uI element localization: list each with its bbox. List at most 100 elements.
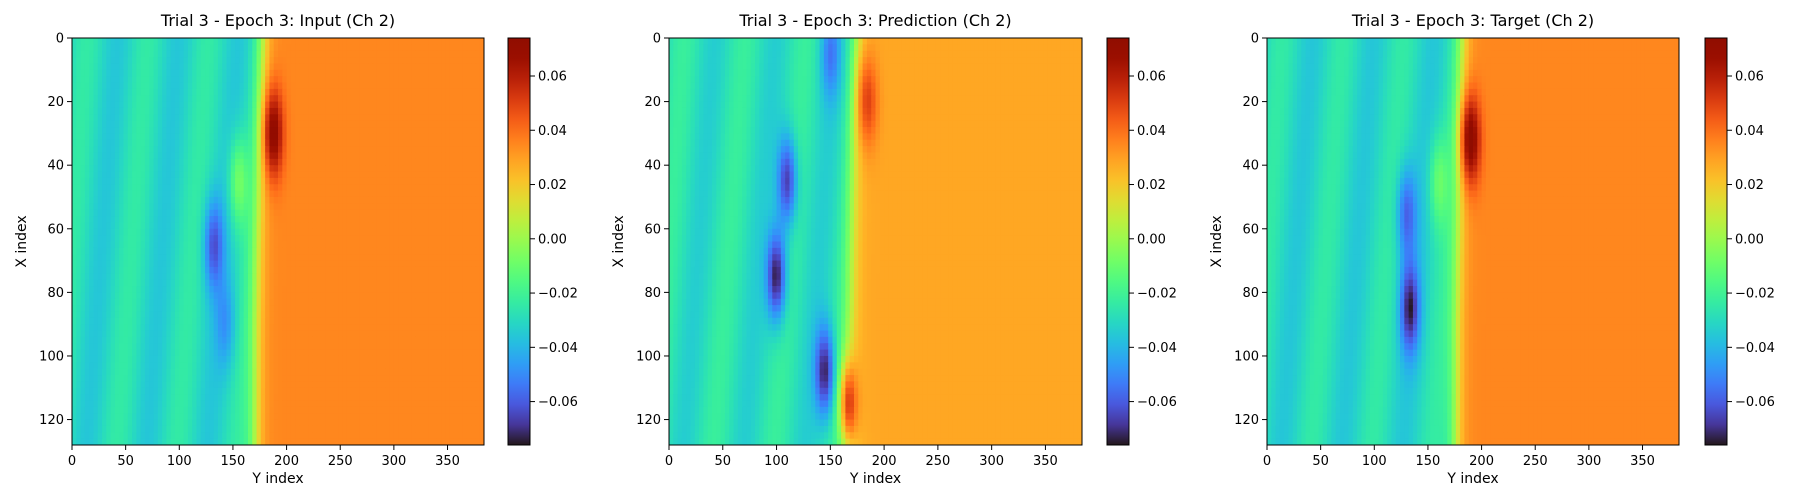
heatmap-cell xyxy=(385,292,391,300)
heatmap-cell xyxy=(89,241,95,249)
heatmap-cell xyxy=(226,305,232,313)
heatmap-cell xyxy=(398,95,404,103)
heatmap-cell xyxy=(106,95,112,103)
heatmap-cell xyxy=(441,286,446,293)
heatmap-cell xyxy=(110,247,116,255)
heatmap-cell xyxy=(436,146,442,154)
heatmap-cell xyxy=(132,292,137,300)
heatmap-cell xyxy=(252,222,258,230)
heatmap-cell xyxy=(436,241,442,249)
heatmap-cell xyxy=(153,286,159,293)
heatmap-cell xyxy=(200,222,206,230)
heatmap-cell xyxy=(205,330,210,338)
heatmap-cell xyxy=(432,50,438,58)
heatmap-cell xyxy=(303,101,309,109)
heatmap-cell xyxy=(179,330,185,338)
heatmap-cell xyxy=(106,127,112,134)
heatmap-cell xyxy=(269,254,275,262)
heatmap-cell xyxy=(265,107,271,115)
heatmap-cell xyxy=(230,177,236,185)
heatmap-cell xyxy=(235,146,240,154)
heatmap-cell xyxy=(166,355,172,363)
heatmap-cell xyxy=(385,57,391,65)
heatmap-cell xyxy=(222,44,228,52)
heatmap-cell xyxy=(84,286,90,293)
heatmap-cell xyxy=(342,305,348,313)
heatmap-cell xyxy=(333,57,339,65)
heatmap-cell xyxy=(462,228,468,236)
heatmap-cell xyxy=(170,50,176,58)
heatmap-cell xyxy=(419,158,425,166)
heatmap-cell xyxy=(209,171,215,179)
heatmap-cell xyxy=(110,107,116,115)
heatmap-cell xyxy=(132,146,137,154)
heatmap-cell xyxy=(222,95,228,103)
heatmap-cell xyxy=(449,292,455,300)
heatmap-cell xyxy=(260,222,266,230)
heatmap-cell xyxy=(329,336,335,344)
heatmap-cell xyxy=(239,101,245,109)
heatmap-cell xyxy=(441,133,446,141)
heatmap-cell xyxy=(385,38,391,45)
heatmap-cell xyxy=(376,152,382,160)
heatmap-cell xyxy=(325,260,331,268)
heatmap-cell xyxy=(265,114,271,122)
heatmap-cell xyxy=(170,305,176,313)
heatmap-cell xyxy=(140,50,146,58)
heatmap-cell xyxy=(265,292,271,300)
heatmap-cell xyxy=(260,171,266,179)
heatmap-cell xyxy=(102,50,107,58)
heatmap-cell xyxy=(428,235,434,243)
heatmap-cell xyxy=(479,196,484,204)
heatmap-cell xyxy=(183,82,189,90)
heatmap-cell xyxy=(235,139,240,147)
heatmap-cell xyxy=(247,177,253,185)
heatmap-cell xyxy=(76,63,82,71)
heatmap-cell xyxy=(144,260,150,268)
heatmap-cell xyxy=(166,44,172,52)
heatmap-cell xyxy=(316,362,322,370)
heatmap-cell xyxy=(363,171,369,179)
heatmap-cell xyxy=(389,317,395,325)
heatmap-cell xyxy=(273,95,279,103)
heatmap-cell xyxy=(93,69,99,77)
heatmap-cell xyxy=(398,317,404,325)
heatmap-cell xyxy=(149,38,155,45)
heatmap-cell xyxy=(462,286,468,293)
heatmap-cell xyxy=(222,286,228,293)
heatmap-cell xyxy=(72,38,77,45)
heatmap-cell xyxy=(471,216,477,224)
heatmap-cell xyxy=(471,190,477,198)
heatmap-cell xyxy=(458,311,464,319)
heatmap-cell xyxy=(393,355,399,363)
heatmap-cell xyxy=(325,343,331,351)
heatmap-cell xyxy=(179,292,185,300)
heatmap-cell xyxy=(136,292,142,300)
heatmap-cell xyxy=(432,165,438,173)
heatmap-cell xyxy=(132,266,137,274)
heatmap-cell xyxy=(325,127,331,134)
heatmap-cell xyxy=(97,216,103,224)
heatmap-cell xyxy=(453,222,459,230)
heatmap-cell xyxy=(110,76,116,84)
heatmap-cell xyxy=(372,317,378,325)
heatmap-cell xyxy=(436,196,442,204)
heatmap-cell xyxy=(166,349,172,357)
heatmap-cell xyxy=(303,44,309,52)
heatmap-cell xyxy=(213,190,219,198)
heatmap-cell xyxy=(76,305,82,313)
heatmap-cell xyxy=(329,38,335,45)
heatmap-cell xyxy=(80,107,86,115)
heatmap-cell xyxy=(303,133,309,141)
heatmap-cell xyxy=(441,203,446,211)
heatmap-cell xyxy=(423,101,429,109)
heatmap-cell xyxy=(329,165,335,173)
heatmap-cell xyxy=(372,82,378,90)
heatmap-cell xyxy=(239,76,245,84)
heatmap-cell xyxy=(308,279,313,287)
heatmap-cell xyxy=(175,292,180,300)
heatmap-cell xyxy=(132,139,137,147)
heatmap-cell xyxy=(475,120,481,128)
heatmap-cell xyxy=(196,343,202,351)
heatmap-cell xyxy=(436,171,442,179)
